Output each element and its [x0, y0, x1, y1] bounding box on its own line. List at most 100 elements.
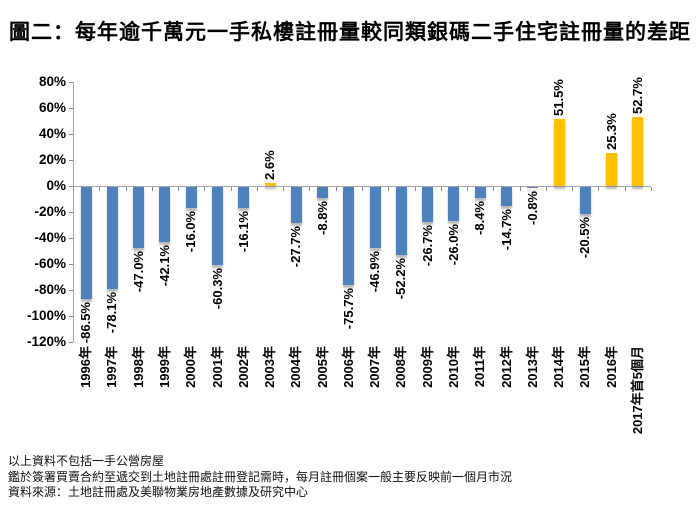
- bar-2014年: [553, 119, 565, 186]
- bar-value-label: -47.0%: [130, 251, 146, 293]
- y-axis-tick-label: 80%: [38, 74, 66, 89]
- footnote-line-1: 以上資料不包括一手公營房屋: [8, 454, 165, 468]
- y-axis-tick-label: -60%: [34, 256, 66, 271]
- y-axis-tick: [69, 108, 73, 109]
- y-axis-line: [73, 82, 74, 342]
- bar-value-label: -20.5%: [577, 216, 593, 258]
- y-axis-tick: [69, 342, 73, 343]
- x-axis-label: 2014年: [551, 346, 567, 388]
- bar-2004年: [290, 187, 302, 223]
- footnote-line-2: 鑑於簽署買賣合約至遞交到土地註冊處註冊登記需時，每月註冊個案一般主要反映前一個月…: [8, 469, 513, 484]
- x-axis-tick: [493, 187, 494, 191]
- x-axis-tick: [467, 187, 468, 191]
- x-axis-label: 2000年: [183, 346, 199, 388]
- y-axis-tick-label: -100%: [26, 308, 66, 323]
- y-axis-tick: [69, 160, 73, 161]
- bar-value-label: -14.7%: [498, 209, 514, 251]
- y-axis-tick-label: 20%: [38, 152, 66, 167]
- bar-2007年: [369, 187, 381, 248]
- x-axis-tick: [625, 187, 626, 191]
- x-axis-tick: [178, 187, 179, 191]
- bar-value-label: -86.5%: [78, 302, 94, 344]
- bar-value-label: -8.4%: [472, 200, 488, 235]
- bar-value-label: -8.8%: [314, 201, 330, 236]
- x-axis-label: 2012年: [498, 346, 514, 388]
- x-axis-tick: [546, 187, 547, 191]
- y-axis-tick: [69, 186, 73, 187]
- x-axis-label: 2007年: [367, 346, 383, 388]
- chart-title: 圖二：每年逾千萬元一手私樓註冊量較同類銀碼二手住宅註冊量的差距: [9, 21, 691, 44]
- x-axis-label: 2015年: [577, 346, 593, 388]
- bar-2015年: [579, 187, 591, 214]
- bar-2012年: [501, 187, 512, 207]
- bar-1996年: [80, 187, 92, 300]
- x-axis-tick: [126, 187, 127, 191]
- y-axis-tick-label: 40%: [38, 126, 66, 141]
- bar-value-label: 25.3%: [603, 113, 619, 151]
- y-axis-tick: [69, 82, 73, 83]
- x-axis-label: 2009年: [419, 346, 435, 388]
- bar-2003年: [264, 182, 276, 186]
- y-axis-tick-label: -80%: [34, 282, 66, 297]
- bar-2001年: [212, 187, 223, 266]
- x-axis-label: 2013年: [524, 346, 540, 388]
- bar-value-label: 51.5%: [551, 79, 567, 117]
- y-axis-tick-label: -40%: [34, 230, 66, 245]
- bar-2017年首5個月: [632, 117, 644, 186]
- bar-value-label: -42.1%: [156, 244, 172, 286]
- x-axis-tick: [99, 187, 100, 191]
- bar-2013年: [527, 187, 539, 189]
- bar-value-label: -27.7%: [288, 226, 304, 268]
- bar-value-label: -60.3%: [209, 268, 225, 310]
- y-axis-tick: [69, 134, 73, 135]
- x-axis-tick: [283, 187, 284, 191]
- x-axis-label: 2002年: [235, 346, 251, 388]
- x-axis-tick: [204, 187, 205, 191]
- footnotes: 以上資料不包括一手公營房屋 鑑於簽署買賣合約至遞交到土地註冊處註冊登記需時，每月…: [8, 454, 512, 501]
- x-axis-tick: [388, 187, 389, 191]
- x-axis-line: [73, 186, 651, 187]
- x-axis-label: 2008年: [393, 346, 409, 388]
- y-axis-tick: [69, 264, 73, 265]
- x-axis-label: 1999年: [156, 346, 172, 388]
- x-axis-tick: [415, 187, 416, 191]
- x-axis-label: 2005年: [314, 346, 330, 388]
- bar-2011年: [474, 187, 486, 198]
- bar-value-label: 52.7%: [629, 77, 645, 115]
- bar-1999年: [159, 187, 171, 242]
- x-axis-label: 2003年: [262, 346, 278, 388]
- x-axis-tick: [651, 187, 652, 191]
- x-axis-tick: [362, 187, 363, 191]
- x-axis-label: 2010年: [445, 346, 461, 388]
- bar-value-label: -0.8%: [524, 191, 540, 225]
- x-axis-tick: [309, 187, 310, 191]
- bar-value-label: -26.7%: [419, 224, 435, 266]
- bar-2010年: [448, 187, 460, 221]
- y-axis-tick-label: -120%: [26, 334, 66, 349]
- bar-value-label: -52.2%: [393, 257, 409, 300]
- bar-2005年: [317, 187, 329, 199]
- x-axis-tick: [572, 187, 573, 191]
- y-axis-tick: [69, 290, 73, 291]
- y-axis-tick-label: 60%: [38, 100, 66, 115]
- x-axis-label: 2011年: [472, 346, 488, 388]
- bar-2002年: [238, 187, 250, 208]
- bar-2008年: [395, 187, 407, 255]
- bar-2006年: [343, 187, 355, 286]
- x-axis-tick: [152, 187, 153, 191]
- bar-value-label: -46.9%: [367, 250, 383, 293]
- bar-2000年: [185, 187, 197, 208]
- x-axis-label: 1998年: [130, 346, 146, 388]
- bar-1997年: [106, 187, 118, 289]
- y-axis-tick: [69, 316, 73, 317]
- bar-2016年: [606, 153, 618, 186]
- x-axis-label: 1997年: [104, 346, 120, 388]
- x-axis-label: 2001年: [209, 346, 225, 388]
- bar-value-label: -78.1%: [104, 291, 120, 333]
- x-axis-label: 2006年: [340, 346, 356, 388]
- x-axis-tick: [257, 187, 258, 191]
- bar-value-label: -16.1%: [235, 210, 251, 253]
- difference-bar-chart: 80% 60% 40% 20% 0% -20% -40% -60% -80% -100% -120%…: [26, 74, 652, 434]
- x-axis-tick: [598, 187, 599, 191]
